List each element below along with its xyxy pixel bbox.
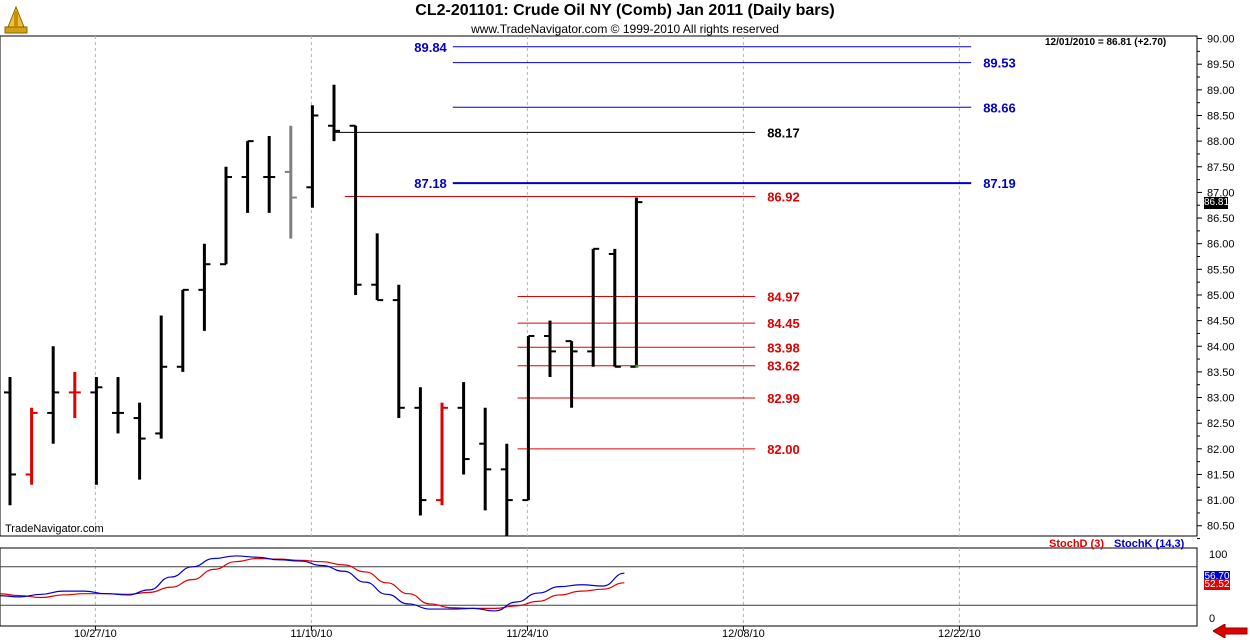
y-tick-label: 89.50 bbox=[1207, 59, 1235, 71]
scroll-left-arrow-icon[interactable] bbox=[1213, 624, 1249, 638]
y-tick-label: 86.00 bbox=[1207, 239, 1235, 251]
level-label-right: 82.99 bbox=[767, 391, 800, 406]
last-price-tag: 86.81 bbox=[1204, 197, 1230, 209]
watermark-text: TradeNavigator.com bbox=[5, 523, 104, 535]
level-label-right: 89.53 bbox=[983, 56, 1016, 71]
level-label-left: 89.84 bbox=[414, 40, 447, 55]
level-label-right: 83.98 bbox=[767, 340, 800, 355]
x-tick-label: 10/27/10 bbox=[74, 628, 117, 640]
y-tick-label: 88.50 bbox=[1207, 110, 1235, 122]
copyright-text: www.TradeNavigator.com © 1999-2010 All r… bbox=[471, 22, 779, 36]
y-tick-label: 86.50 bbox=[1207, 213, 1235, 225]
stochd-value-tag: 52.52 bbox=[1204, 579, 1230, 590]
x-tick-label: 11/24/10 bbox=[506, 628, 548, 640]
x-tick-label: 12/22/10 bbox=[938, 628, 981, 640]
stochk-value-tag: 56.70 bbox=[1204, 571, 1230, 582]
stochd-line bbox=[0, 557, 625, 610]
level-label-right: 88.66 bbox=[983, 100, 1016, 115]
stoch-y-tick-label: 0 bbox=[1209, 613, 1215, 625]
y-tick-label: 81.50 bbox=[1207, 469, 1235, 481]
y-tick-label: 89.00 bbox=[1207, 85, 1235, 97]
trade-navigator-logo-icon bbox=[4, 5, 28, 34]
y-tick-label: 82.00 bbox=[1207, 444, 1235, 456]
level-label-right: 86.92 bbox=[767, 190, 800, 205]
level-label-right: 84.97 bbox=[767, 290, 800, 305]
stoch-panel-frame bbox=[0, 547, 1198, 627]
y-tick-label: 83.50 bbox=[1207, 367, 1235, 379]
y-tick-label: 83.00 bbox=[1207, 393, 1235, 405]
y-tick-label: 88.00 bbox=[1207, 136, 1235, 148]
y-tick-label: 81.00 bbox=[1207, 495, 1235, 507]
y-tick-label: 90.00 bbox=[1207, 34, 1235, 46]
y-tick-label: 87.00 bbox=[1207, 187, 1235, 199]
y-tick-label: 87.50 bbox=[1207, 162, 1235, 174]
y-tick-label: 84.00 bbox=[1207, 341, 1235, 353]
current-marker bbox=[635, 364, 639, 368]
last-quote-label: 12/01/2010 = 86.81 (+2.70) bbox=[1045, 37, 1167, 48]
level-label-right: 83.62 bbox=[767, 359, 800, 374]
chart-title: CL2-201101: Crude Oil NY (Comb) Jan 2011… bbox=[415, 2, 835, 19]
level-label-right: 82.00 bbox=[767, 442, 800, 457]
level-label-right: 84.45 bbox=[767, 316, 800, 331]
stoch-y-tick-label: 100 bbox=[1209, 549, 1227, 561]
stochd-legend: StochD (3) bbox=[1049, 538, 1104, 550]
y-tick-label: 84.50 bbox=[1207, 316, 1235, 328]
level-label-right: 87.19 bbox=[983, 176, 1016, 191]
y-tick-label: 82.50 bbox=[1207, 418, 1235, 430]
level-label-right: 88.17 bbox=[767, 125, 800, 140]
stochk-line bbox=[0, 555, 625, 612]
y-tick-label: 85.50 bbox=[1207, 264, 1235, 276]
x-tick-label: 11/10/10 bbox=[290, 628, 332, 640]
stochk-legend: StochK (14,3) bbox=[1114, 538, 1185, 550]
y-tick-label: 85.00 bbox=[1207, 290, 1235, 302]
x-tick-label: 12/08/10 bbox=[722, 628, 765, 640]
price-panel-frame bbox=[0, 35, 1198, 537]
y-tick-label: 80.50 bbox=[1207, 521, 1235, 533]
level-label-left: 87.18 bbox=[414, 176, 447, 191]
